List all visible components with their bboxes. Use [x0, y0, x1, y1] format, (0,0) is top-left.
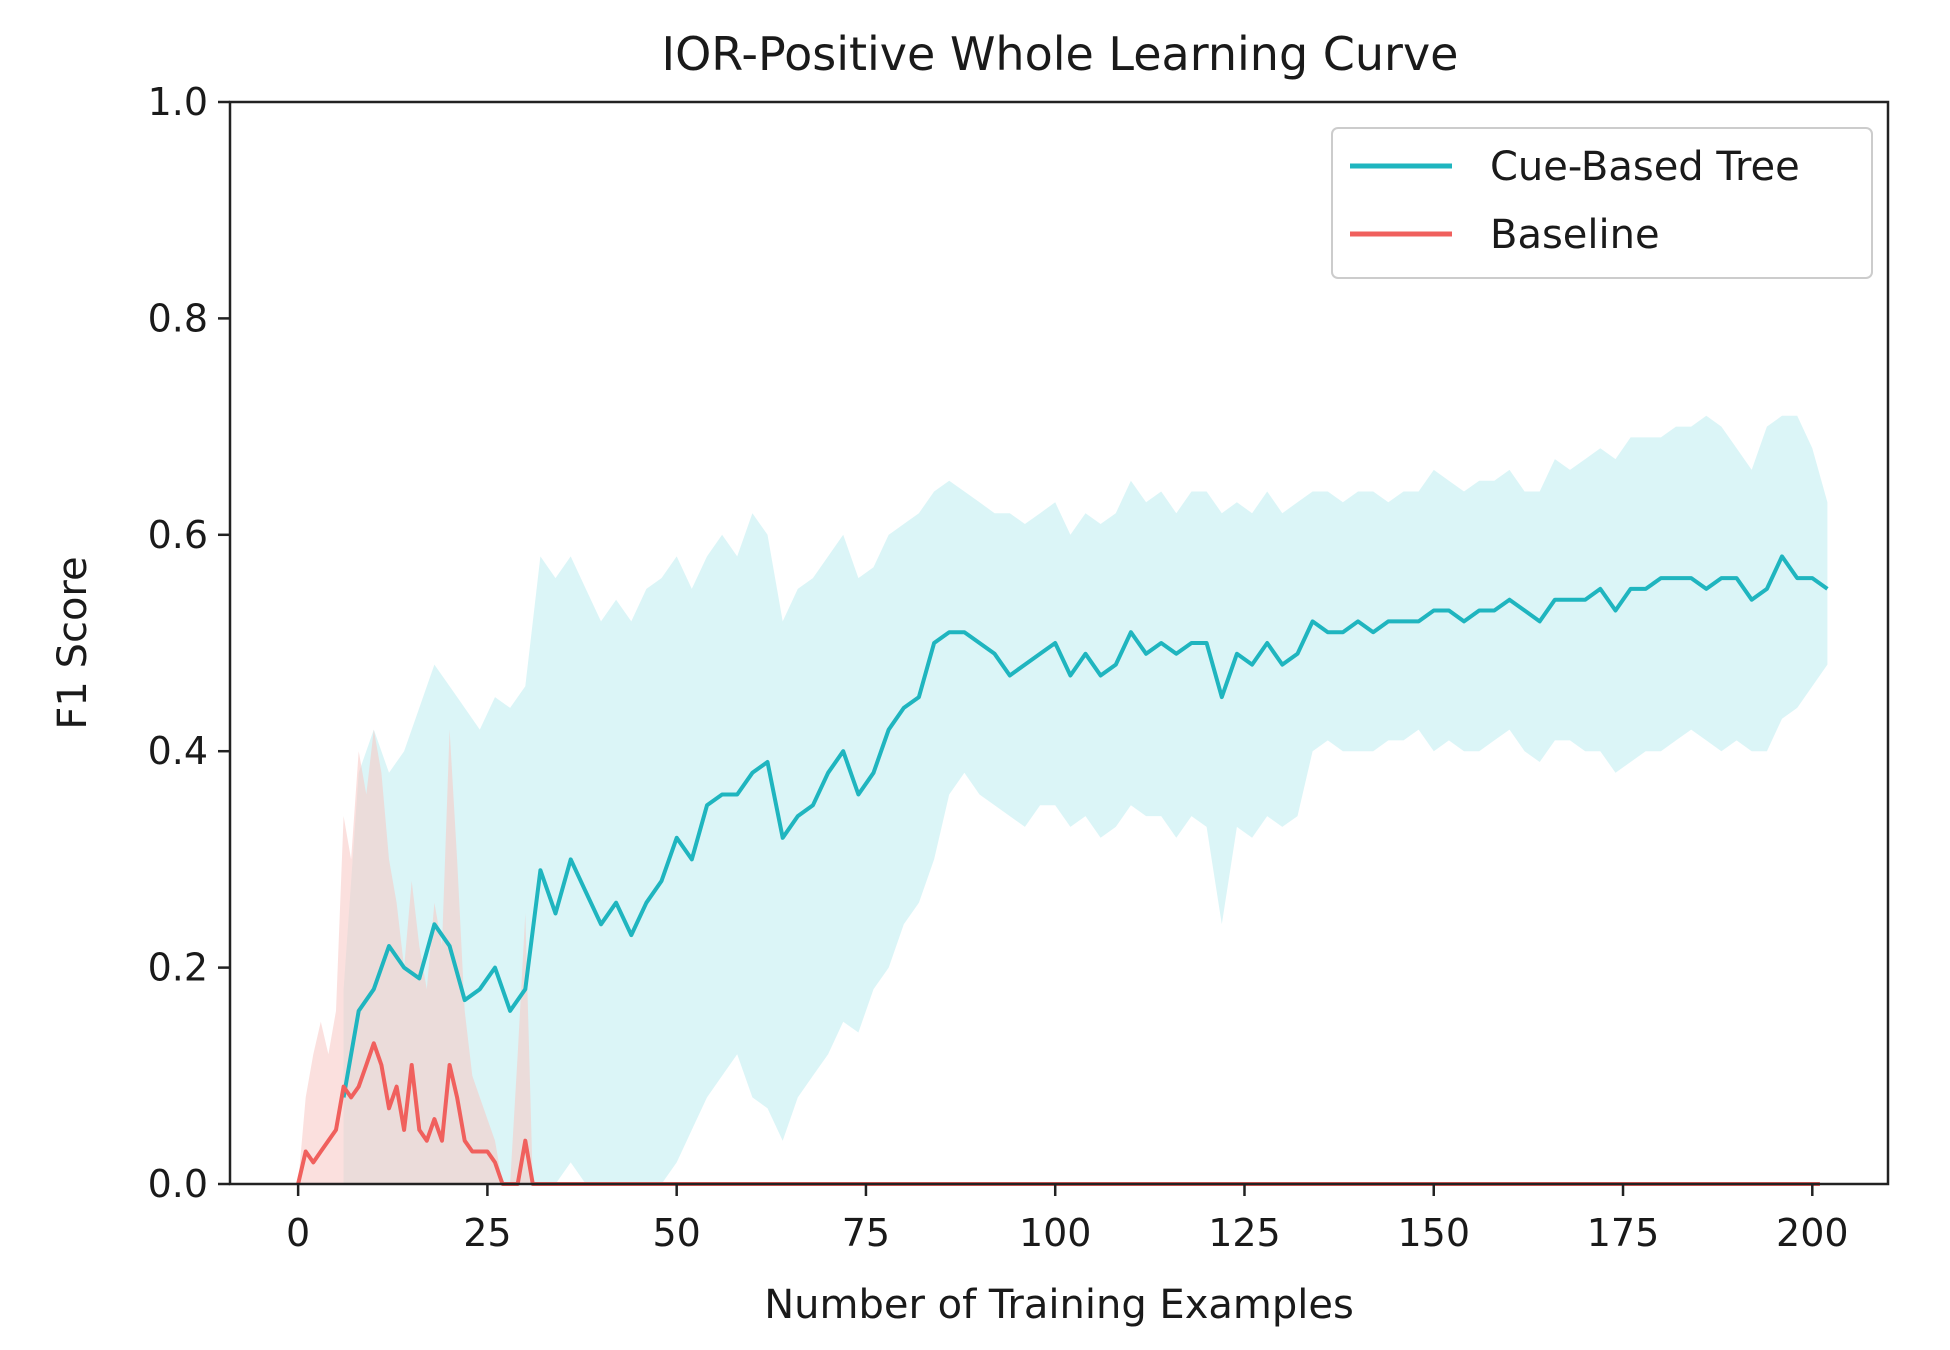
x-tick-label: 25: [463, 1211, 511, 1255]
series-line-cue-based-tree: [341, 554, 1829, 1098]
y-tick-label: 0.6: [148, 513, 208, 557]
x-axis-ticks: 0 25 50 75 100 125 150 175 200: [286, 1184, 1849, 1255]
legend: Cue-Based Tree Baseline: [1331, 127, 1873, 279]
x-tick-label: 175: [1587, 1211, 1660, 1255]
y-tick-label: 1.0: [148, 80, 208, 124]
x-tick-label: 125: [1208, 1211, 1281, 1255]
x-tick-label: 150: [1397, 1211, 1470, 1255]
y-tick-label: 0.4: [148, 729, 208, 773]
y-tick-label: 0.0: [148, 1162, 208, 1206]
y-tick-label: 0.8: [148, 296, 208, 340]
legend-label-baseline: Baseline: [1490, 212, 1660, 258]
legend-label-cue-based-tree: Cue-Based Tree: [1490, 144, 1800, 190]
y-tick-label: 0.2: [148, 946, 208, 990]
y-axis-label: F1 Score: [50, 556, 96, 729]
legend-box: [1331, 127, 1873, 279]
y-axis-ticks: 0.0 0.2 0.4 0.6 0.8 1.0: [148, 80, 230, 1206]
plot-frame: [228, 100, 1890, 1186]
x-axis-label: Number of Training Examples: [764, 1282, 1354, 1328]
x-tick-label: 75: [842, 1211, 890, 1255]
confidence-bands: [298, 415, 1828, 1184]
x-tick-label: 100: [1019, 1211, 1092, 1255]
confidence-band-cue-based-tree: [343, 415, 1828, 1184]
x-tick-label: 0: [286, 1211, 310, 1255]
chart-title: IOR-Positive Whole Learning Curve: [662, 27, 1459, 81]
x-tick-label: 50: [652, 1211, 700, 1255]
confidence-band-baseline: [298, 729, 1820, 1184]
x-tick-label: 200: [1776, 1211, 1849, 1255]
